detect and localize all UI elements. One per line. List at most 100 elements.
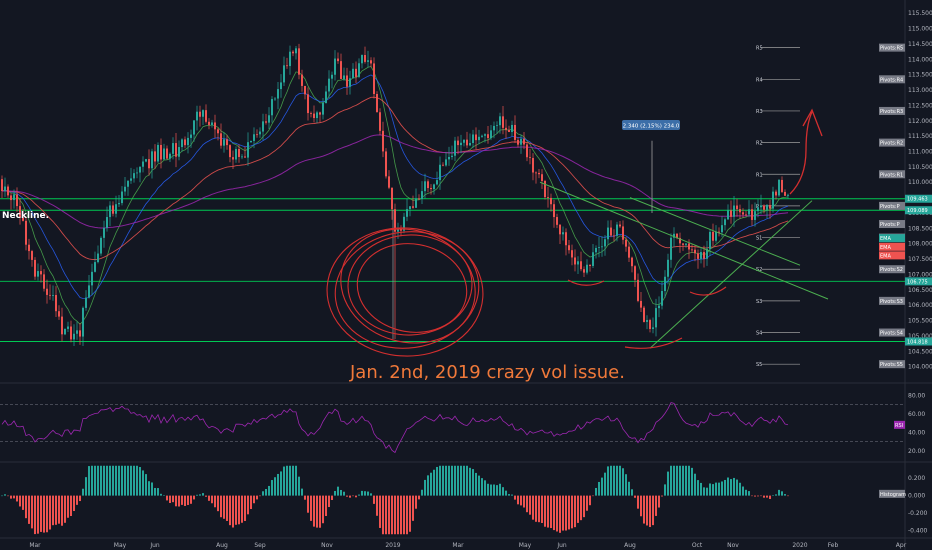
price-tag-bg <box>905 277 932 286</box>
candle-body <box>550 197 552 205</box>
macd-histogram-bar <box>481 478 483 496</box>
macd-histogram-bar <box>619 465 621 496</box>
neckline-label: Neckline. <box>2 211 49 221</box>
macd-histogram-bar <box>670 465 672 496</box>
moving-averages <box>1 66 789 325</box>
candle-body <box>706 248 708 259</box>
candle-body <box>421 191 423 200</box>
candle-body <box>49 294 51 296</box>
time-axis: Mar May Jun Aug Sep Nov 2019 Mar May Jun Aug Oct Nov… <box>29 542 906 549</box>
candle-body <box>592 252 594 266</box>
macd-histogram-bar <box>568 495 570 530</box>
macd-histogram-bar <box>706 487 708 496</box>
candle-body <box>112 205 114 214</box>
candle-body <box>124 186 126 192</box>
price-tick-label: 114.000 <box>908 56 932 63</box>
red-circle-drawing <box>340 228 476 344</box>
price-tag: 104.818 <box>907 339 928 345</box>
macd-histogram-bar <box>742 486 744 496</box>
rsi-tag: RSI <box>895 423 903 429</box>
candle-body <box>577 261 579 265</box>
macd-tag: Histogram <box>880 492 906 498</box>
candle-body <box>121 191 123 204</box>
macd-histogram-bar <box>532 495 534 520</box>
macd-histogram-bar <box>28 495 30 524</box>
candle-body <box>523 138 525 145</box>
macd-histogram-bar <box>394 495 396 535</box>
macd-histogram-bar <box>385 495 387 535</box>
macd-histogram-bar <box>589 495 591 506</box>
candle-body <box>109 205 111 218</box>
candle-body <box>220 133 222 146</box>
macd-histogram-bar <box>607 466 609 496</box>
candles <box>1 43 789 347</box>
macd-histogram-bar <box>319 495 321 528</box>
candle-body <box>772 191 774 209</box>
macd-histogram-bar <box>169 495 171 504</box>
candle-body <box>361 55 363 64</box>
candle-body <box>187 137 189 146</box>
macd-histogram-bar <box>337 486 339 496</box>
candle-body <box>193 120 195 135</box>
macd-histogram-bar <box>151 482 153 496</box>
candle-body <box>658 305 660 309</box>
pivot-level-label: S1 <box>756 236 762 242</box>
macd-histogram-bar <box>643 495 645 524</box>
candle-body <box>172 143 174 154</box>
time-tick-label: Nov <box>321 542 333 549</box>
candle-body <box>460 142 462 146</box>
pivot-level-label: P <box>756 204 759 210</box>
candle-body <box>214 122 216 130</box>
macd-histogram-bar <box>145 474 147 496</box>
macd-histogram-bar <box>43 495 45 533</box>
candle-body <box>181 139 183 148</box>
macd-histogram-bar <box>313 495 315 527</box>
candle-body <box>169 153 171 159</box>
macd-histogram-bar <box>58 495 60 524</box>
macd-histogram-bar <box>709 483 711 496</box>
candle-body <box>364 55 366 62</box>
pivot-tag: Pivots:R5 <box>880 46 903 52</box>
macd-histogram-bar <box>529 495 531 515</box>
macd-histogram-bar <box>274 477 276 496</box>
red-circle-drawing <box>356 243 468 333</box>
candle-body <box>388 176 390 188</box>
price-tick-label: 110.500 <box>908 164 932 171</box>
macd-histogram-bar <box>616 465 618 496</box>
price-tick-label: 105.500 <box>908 318 932 325</box>
candle-body <box>787 194 789 196</box>
macd-histogram-bar <box>424 479 426 496</box>
macd-histogram-bar <box>91 465 93 496</box>
macd-histogram-bar <box>754 495 756 497</box>
macd-histogram-bar <box>172 495 174 503</box>
macd-histogram-bar <box>355 495 357 498</box>
macd-histogram-bar <box>211 495 213 504</box>
macd-histogram-bar <box>352 495 354 497</box>
macd-histogram-bar <box>175 495 177 507</box>
candle-body <box>208 121 210 125</box>
macd-histogram-bar <box>778 489 780 496</box>
macd-histogram-bar <box>31 495 33 529</box>
macd-histogram-bar <box>520 495 522 506</box>
candle-body <box>244 156 246 158</box>
candle-body <box>271 99 273 116</box>
macd-histogram-bar <box>427 475 429 496</box>
candle-body <box>409 206 411 210</box>
time-tick-label: Mar <box>452 542 464 549</box>
macd-histogram-bar <box>334 490 336 496</box>
candle-body <box>697 253 699 259</box>
macd-histogram-bar <box>769 495 771 499</box>
candle-body <box>400 229 402 231</box>
macd-histogram-bar <box>724 479 726 496</box>
macd-histogram-bar <box>751 495 753 497</box>
price-tick-label: 108.500 <box>908 225 932 232</box>
candle-body <box>190 134 192 138</box>
candle-body <box>133 173 135 179</box>
candle-body <box>184 139 186 146</box>
macd-histogram-bar <box>469 467 471 496</box>
macd-histogram-bar <box>604 472 606 496</box>
candle-body <box>646 320 648 322</box>
candle-body <box>13 194 15 201</box>
candle-body <box>406 209 408 217</box>
